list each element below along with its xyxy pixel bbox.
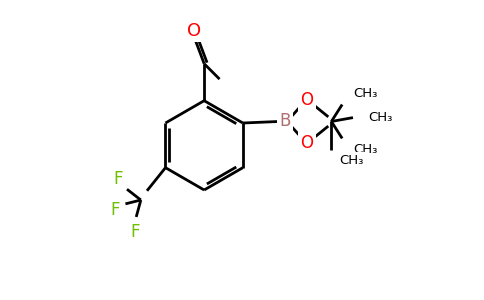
Text: O: O [300,134,313,152]
Text: CH₃: CH₃ [353,87,378,100]
Text: F: F [113,170,122,188]
Text: O: O [187,22,201,40]
Text: CH₃: CH₃ [339,154,363,167]
Text: F: F [130,223,139,241]
Text: B: B [279,112,291,130]
Text: F: F [110,201,120,219]
Text: O: O [300,91,313,109]
Text: CH₃: CH₃ [353,143,378,156]
Text: CH₃: CH₃ [368,111,393,124]
